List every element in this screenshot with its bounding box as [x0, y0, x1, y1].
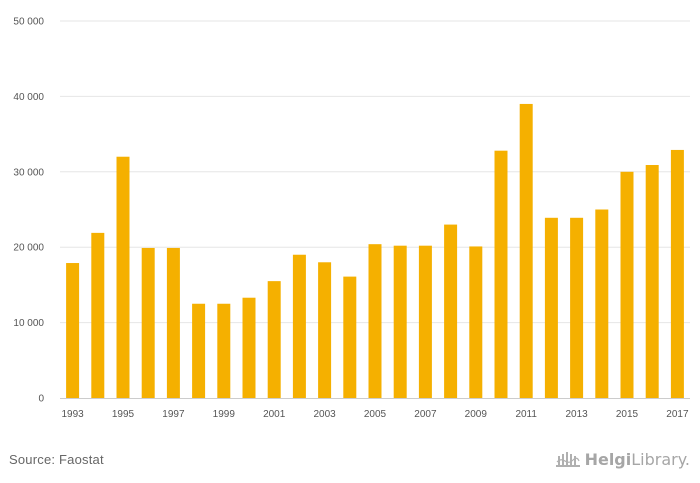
bar-2010[interactable] — [494, 150, 508, 398]
y-tick-label: 40 000 — [13, 92, 44, 103]
x-tick-label: 1995 — [112, 409, 135, 420]
logo-text-light: Library. — [631, 449, 690, 469]
bar-1996[interactable] — [141, 247, 155, 398]
helgi-library-logo[interactable]: HelgiLibrary. — [555, 449, 690, 469]
x-tick-label: 2015 — [616, 409, 639, 420]
bar-2013[interactable] — [570, 217, 584, 398]
x-tick-label: 1997 — [162, 409, 185, 420]
x-axis-tick-labels: 1993 1995 1997 1999 2001 2003 2005 2007 2009 2011… — [61, 409, 688, 420]
bar-2003[interactable] — [318, 262, 332, 398]
bar-2005[interactable] — [368, 244, 382, 398]
bar-2016[interactable] — [645, 165, 659, 398]
y-tick-label: 10 000 — [13, 318, 44, 329]
bar-2008[interactable] — [444, 224, 458, 398]
y-axis-tick-labels: 0 10 000 20 000 30 000 40 000 50 000 — [13, 17, 44, 405]
bar-2002[interactable] — [292, 254, 306, 398]
x-tick-label: 2017 — [666, 409, 689, 420]
bar-2006[interactable] — [393, 245, 407, 398]
y-tick-label: 20 000 — [13, 243, 44, 254]
bar-2001[interactable] — [267, 281, 281, 398]
x-tick-label: 2007 — [414, 409, 437, 420]
x-tick-label: 2009 — [465, 409, 488, 420]
source-label: Source: Faostat — [9, 452, 104, 467]
bar-2000[interactable] — [242, 297, 256, 398]
x-tick-label: 1999 — [213, 409, 236, 420]
x-tick-label: 2005 — [364, 409, 387, 420]
x-tick-label: 1993 — [61, 409, 84, 420]
logo-text: HelgiLibrary. — [585, 450, 690, 469]
bar-2007[interactable] — [418, 245, 432, 398]
library-building-icon — [555, 452, 580, 467]
bars — [66, 103, 684, 399]
y-tick-label: 50 000 — [13, 17, 44, 28]
bar-2014[interactable] — [595, 209, 609, 399]
x-tick-label: 2013 — [565, 409, 588, 420]
bar-chart: 0 10 000 20 000 30 000 40 000 50 000 1993 1995… — [13, 17, 690, 420]
bar-1995[interactable] — [116, 156, 130, 398]
y-tick-label: 30 000 — [13, 167, 44, 178]
grid-lines — [60, 20, 690, 324]
bar-2009[interactable] — [469, 246, 483, 398]
bar-1993[interactable] — [66, 263, 80, 398]
chart-footer: Source: Faostat HelgiLibrary. — [0, 445, 700, 483]
logo-text-bold: Helgi — [584, 449, 632, 469]
y-tick-label: 0 — [38, 394, 44, 405]
bar-1994[interactable] — [91, 232, 105, 398]
bar-2012[interactable] — [544, 217, 558, 398]
bar-2004[interactable] — [343, 276, 357, 398]
bar-1999[interactable] — [217, 303, 231, 398]
bar-1997[interactable] — [166, 247, 180, 398]
bar-2011[interactable] — [519, 103, 533, 398]
x-tick-label: 2003 — [313, 409, 336, 420]
bar-2017[interactable] — [670, 149, 684, 398]
bar-1998[interactable] — [192, 303, 206, 398]
x-tick-label: 2001 — [263, 409, 286, 420]
bar-2015[interactable] — [620, 171, 634, 398]
x-tick-label: 2011 — [515, 409, 537, 420]
